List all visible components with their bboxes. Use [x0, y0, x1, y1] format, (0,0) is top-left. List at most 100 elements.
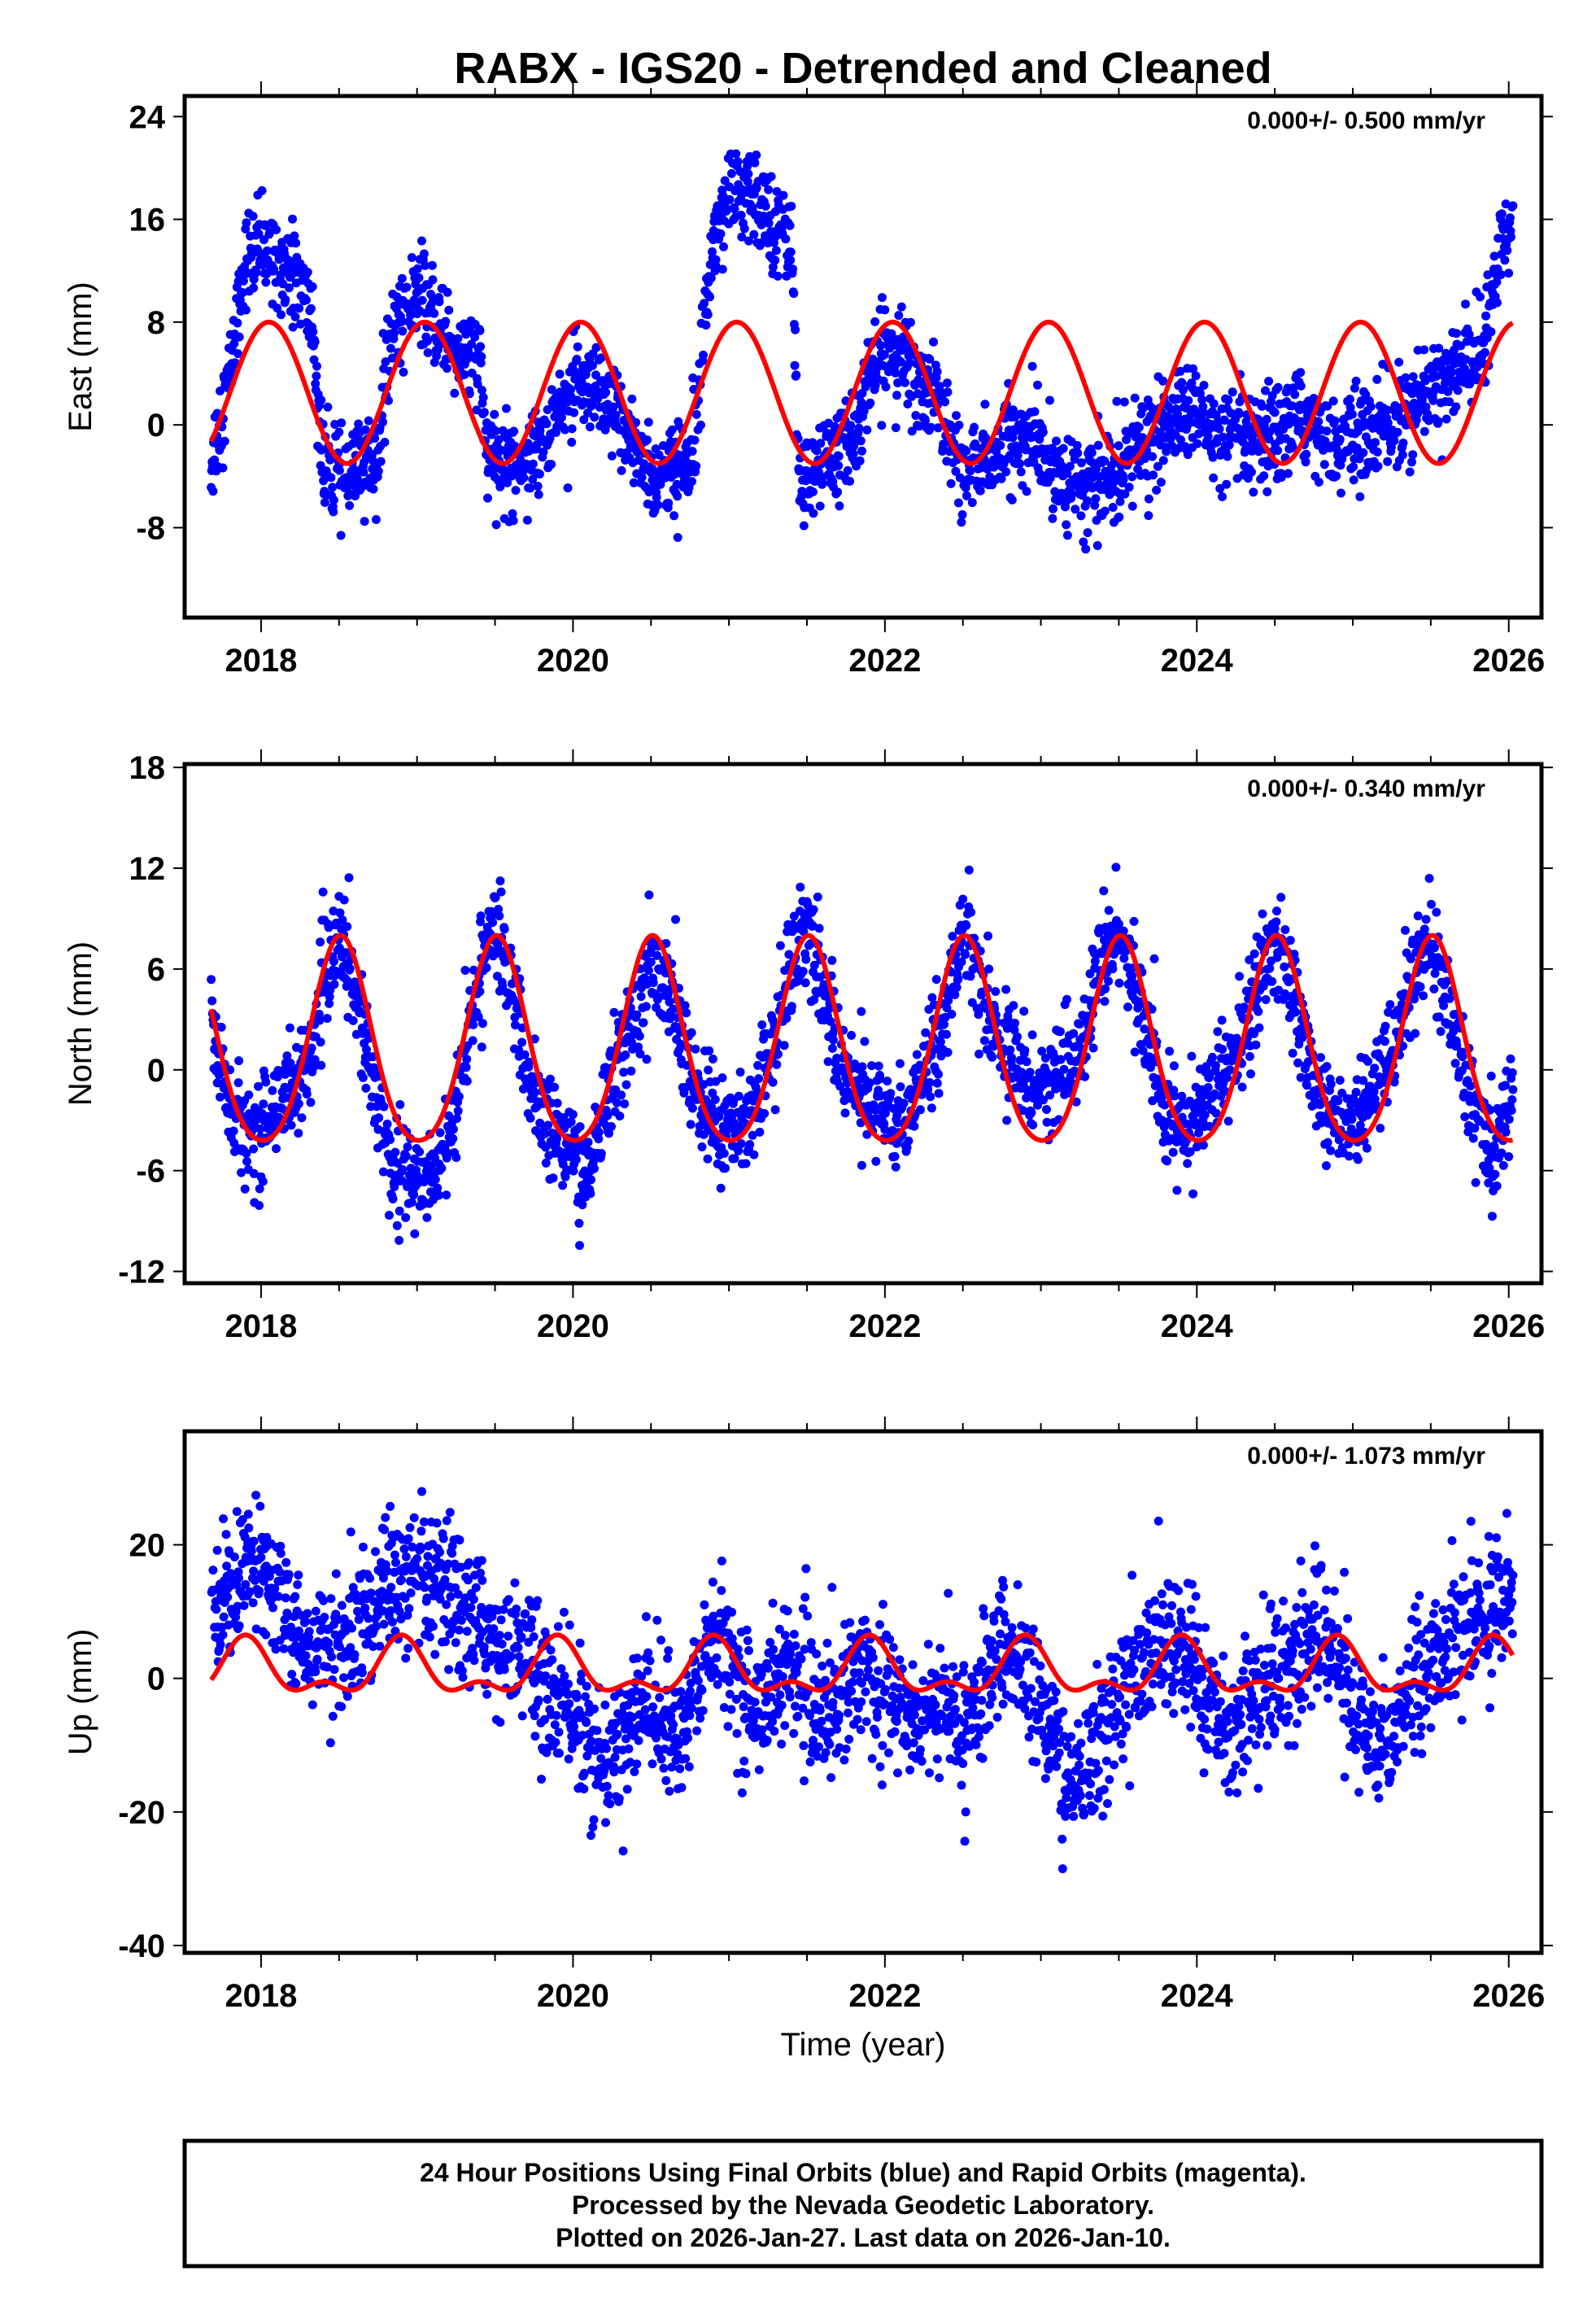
data-point: [704, 1065, 713, 1075]
data-point: [345, 963, 355, 973]
data-point: [1208, 1052, 1217, 1062]
data-point: [1486, 1072, 1496, 1081]
data-point: [1284, 469, 1293, 478]
data-point: [634, 1042, 643, 1052]
data-point: [1119, 954, 1129, 963]
data-point: [946, 478, 956, 488]
data-point: [914, 421, 924, 431]
data-point: [1297, 417, 1306, 426]
data-point: [690, 435, 700, 445]
data-point: [1228, 387, 1237, 397]
data-point: [530, 1089, 539, 1098]
data-point: [996, 440, 1005, 450]
data-point: [1045, 395, 1054, 405]
data-point: [1108, 503, 1118, 512]
data-point: [603, 1111, 613, 1120]
data-point: [834, 461, 844, 470]
data-point: [569, 408, 579, 417]
data-point: [1401, 373, 1411, 382]
data-point: [442, 1190, 451, 1200]
data-point: [366, 1102, 376, 1112]
data-point: [1079, 537, 1088, 547]
data-point: [491, 426, 500, 436]
data-point: [686, 1120, 696, 1129]
data-point: [1129, 916, 1139, 926]
data-point: [1489, 251, 1499, 261]
data-point: [951, 466, 961, 476]
data-point: [1471, 1177, 1480, 1187]
data-point: [244, 1090, 254, 1100]
data-point: [942, 1003, 952, 1013]
data-point: [379, 1102, 389, 1112]
x-tick-label: 2022: [848, 643, 921, 679]
data-point: [501, 404, 511, 413]
data-point: [444, 305, 454, 315]
data-point: [1504, 1115, 1514, 1124]
data-point: [812, 446, 822, 456]
data-point: [1234, 409, 1244, 419]
data-point: [1178, 385, 1188, 395]
data-point: [243, 269, 253, 278]
data-point: [1376, 1124, 1385, 1133]
data-point: [437, 1164, 447, 1173]
data-point: [249, 274, 259, 284]
data-point: [1073, 448, 1083, 458]
data-point: [915, 1105, 925, 1115]
data-point: [306, 1098, 316, 1107]
data-point: [1347, 1115, 1357, 1125]
data-point: [303, 268, 312, 277]
data-point: [739, 224, 749, 234]
data-point: [1177, 378, 1187, 387]
data-point: [988, 1052, 997, 1062]
data-point: [1261, 995, 1271, 1004]
data-point: [940, 397, 949, 407]
data-point: [691, 409, 701, 419]
data-point: [307, 282, 317, 291]
data-point: [1092, 541, 1102, 550]
data-point: [1042, 1117, 1052, 1127]
data-point: [563, 483, 573, 493]
data-point: [1371, 438, 1380, 448]
data-point: [462, 1055, 472, 1064]
data-point: [1408, 450, 1418, 460]
data-point: [475, 987, 485, 996]
data-point: [384, 1211, 394, 1220]
data-point: [342, 483, 352, 492]
data-point: [790, 360, 800, 370]
data-point: [1372, 448, 1382, 457]
data-point: [652, 950, 662, 960]
data-point: [1115, 496, 1125, 506]
data-point: [741, 1159, 751, 1168]
data-point: [419, 249, 429, 259]
data-point: [734, 1146, 743, 1155]
data-point: [316, 1060, 326, 1070]
data-point: [1037, 1046, 1047, 1056]
data-point: [1434, 1012, 1444, 1022]
data-point: [374, 1113, 384, 1123]
data-point: [249, 283, 259, 293]
data-point: [1261, 386, 1270, 395]
data-point: [1322, 426, 1332, 436]
data-point: [1205, 1121, 1214, 1131]
data-point: [1484, 1178, 1494, 1188]
data-point: [879, 350, 889, 360]
data-point: [585, 422, 595, 432]
data-point: [947, 1009, 957, 1019]
data-point: [816, 439, 826, 448]
data-point: [636, 992, 646, 1002]
data-point: [476, 911, 486, 921]
data-point: [1326, 1079, 1336, 1089]
data-point: [1208, 452, 1218, 462]
data-point: [909, 1121, 919, 1131]
data-point: [1432, 907, 1441, 917]
data-point: [434, 297, 444, 307]
data-point: [1088, 1043, 1098, 1053]
data-point: [1200, 1110, 1210, 1120]
data-point: [620, 1099, 630, 1109]
data-point: [1466, 1081, 1476, 1091]
data-point: [1314, 417, 1323, 426]
data-point: [950, 990, 960, 999]
x-tick-label: 2020: [537, 643, 609, 679]
data-point: [967, 498, 977, 508]
data-point: [955, 473, 965, 483]
